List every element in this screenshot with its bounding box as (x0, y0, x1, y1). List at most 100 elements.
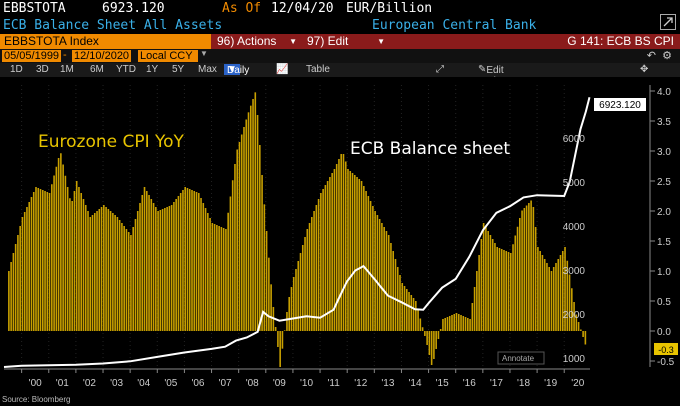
period-button-5y[interactable]: 5Y (172, 64, 185, 75)
cpi-bar (419, 318, 422, 331)
cpi-bar (14, 244, 17, 331)
table-button[interactable]: Table (306, 64, 330, 75)
period-button-1m[interactable]: 1M (60, 64, 74, 75)
cpi-bar (121, 223, 123, 331)
cpi-bar (369, 201, 372, 331)
period-button-3d[interactable]: 3D (36, 64, 49, 75)
ticker-text: EBBSTOTA (3, 1, 66, 16)
actions-button[interactable]: 96) Actions ▼ (211, 34, 303, 49)
cpi-bar (53, 175, 55, 331)
x-tick-label: '10 (300, 378, 313, 389)
cpi-bar (582, 331, 584, 337)
cpi-bar (259, 145, 261, 331)
cpi-bar (240, 134, 243, 331)
cpi-bar (396, 267, 399, 331)
cpi-bar (261, 175, 263, 331)
annotate-button[interactable]: Annotate (497, 351, 545, 365)
period-button-max[interactable]: Max (198, 64, 217, 75)
cpi-bar (467, 318, 469, 331)
cpi-bar (28, 202, 31, 331)
period-button-1d[interactable]: 1D (10, 64, 23, 75)
cpi-bar (245, 119, 248, 331)
chevron-down-icon: ▼ (289, 37, 297, 46)
edit-label: 97) Edit (307, 34, 349, 48)
cpi-bar (532, 207, 535, 331)
cpi-bar (82, 199, 85, 331)
left-tick-label: 5000 (563, 178, 586, 189)
cpi-bar (575, 314, 578, 331)
cpi-bar (93, 213, 96, 331)
actions-label: 96) Actions (217, 34, 277, 48)
cpi-bar (89, 217, 92, 331)
cpi-bar (186, 188, 189, 331)
end-date-field[interactable]: 12/10/2020 (72, 50, 132, 62)
cpi-bar (539, 251, 541, 331)
right-tick-label: 2.0 (657, 207, 671, 218)
cpi-bar (283, 330, 286, 331)
cpi-bar (218, 226, 220, 331)
cpi-bar (428, 331, 431, 355)
cpi-bar (541, 255, 544, 331)
cpi-bar (193, 191, 196, 331)
cpi-bar (473, 287, 476, 331)
period-button-6m[interactable]: 6M (90, 64, 104, 75)
cpi-bar (340, 154, 343, 331)
cpi-bar (200, 198, 202, 331)
cpi-bar (48, 193, 51, 331)
cpi-bar (236, 149, 239, 331)
cpi-bar (392, 251, 395, 331)
edit-button[interactable]: 97) Edit ▼ (301, 34, 391, 49)
balance-line-path (3, 96, 591, 368)
frequency-select[interactable]: Daily ▼ (224, 64, 249, 76)
expand-icon[interactable] (660, 14, 676, 30)
cpi-bar (238, 142, 241, 331)
cpi-bar (358, 179, 361, 331)
cpi-bar (534, 227, 537, 331)
cpi-bar (469, 319, 471, 331)
edit-chart-button[interactable]: ✎ Edit Chart (478, 64, 511, 87)
currency-field[interactable]: Local CCY (138, 50, 198, 62)
cpi-bar (521, 210, 523, 331)
cpi-bar (17, 235, 19, 331)
expand-icon[interactable]: ⤢ (436, 64, 444, 75)
cpi-bar (80, 193, 83, 331)
cpi-bar (19, 226, 21, 331)
cpi-bar (127, 232, 130, 331)
cpi-bar (405, 289, 408, 331)
cpi-bar (550, 271, 553, 331)
more-icon[interactable]: ✥ (640, 64, 649, 75)
cpi-bar (182, 190, 184, 331)
line-chart-icon[interactable]: 📈 (276, 64, 289, 75)
cpi-bar (213, 224, 216, 331)
security-field[interactable]: EBBSTOTA Index (0, 34, 211, 49)
settings-icon[interactable]: ⚙ (662, 50, 672, 62)
period-button-ytd[interactable]: YTD (116, 64, 136, 75)
x-tick-label: '00 (29, 378, 42, 389)
cpi-bar (410, 295, 413, 331)
cpi-bar (166, 207, 168, 331)
source-name: European Central Bank (372, 18, 537, 33)
right-tick-label: 0.5 (657, 297, 671, 308)
cpi-bar (559, 255, 562, 331)
undo-icon[interactable]: ↶ (646, 50, 656, 62)
cpi-bar (179, 193, 182, 331)
left-tick-label: 4000 (563, 222, 586, 233)
cpi-bar (168, 206, 171, 331)
cpi-bar (356, 177, 358, 331)
cpi-bar (430, 331, 433, 365)
cpi-bar (457, 314, 460, 331)
cpi-bar (161, 209, 164, 331)
cpi-bar (268, 257, 270, 331)
cpi-bar (209, 218, 211, 331)
cpi-bar (530, 200, 532, 331)
cpi-bar (349, 171, 352, 331)
cpi-bar (249, 105, 252, 332)
start-date-field[interactable]: 05/05/1999 (2, 50, 62, 62)
cpi-bar (351, 173, 354, 331)
cpi-bar (125, 229, 128, 331)
cpi-bar (564, 247, 566, 331)
cpi-bar (453, 314, 456, 331)
period-button-1y[interactable]: 1Y (146, 64, 159, 75)
cpi-bar (87, 211, 89, 331)
cpi-bar (494, 243, 496, 331)
